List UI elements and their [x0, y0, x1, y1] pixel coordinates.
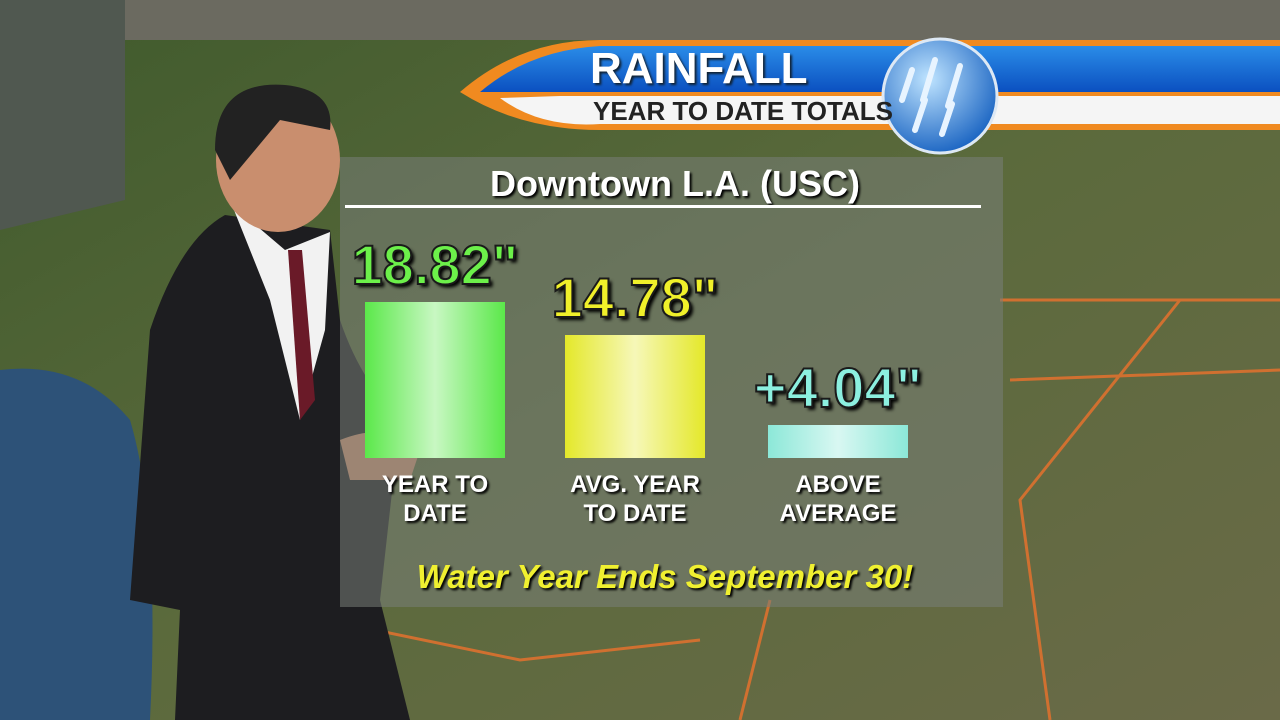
subtitle: YEAR TO DATE TOTALS: [593, 96, 893, 126]
category-label: AVG. YEAR TO DATE: [570, 471, 700, 527]
title-rule: [345, 205, 981, 208]
bar: [565, 335, 705, 458]
value-label: 18.82": [351, 232, 520, 297]
category-label: ABOVE AVERAGE: [779, 471, 897, 527]
category-label: YEAR TO DATE: [381, 471, 489, 527]
bar: [365, 302, 505, 458]
title: RAINFALL: [590, 44, 808, 93]
annotation: Water Year Ends September 30!: [416, 558, 914, 595]
value-label: +4.04": [753, 355, 923, 420]
bar: [768, 424, 908, 458]
value-label: 14.78": [551, 265, 720, 330]
panel-title: Downtown L.A. (USC): [490, 163, 860, 204]
